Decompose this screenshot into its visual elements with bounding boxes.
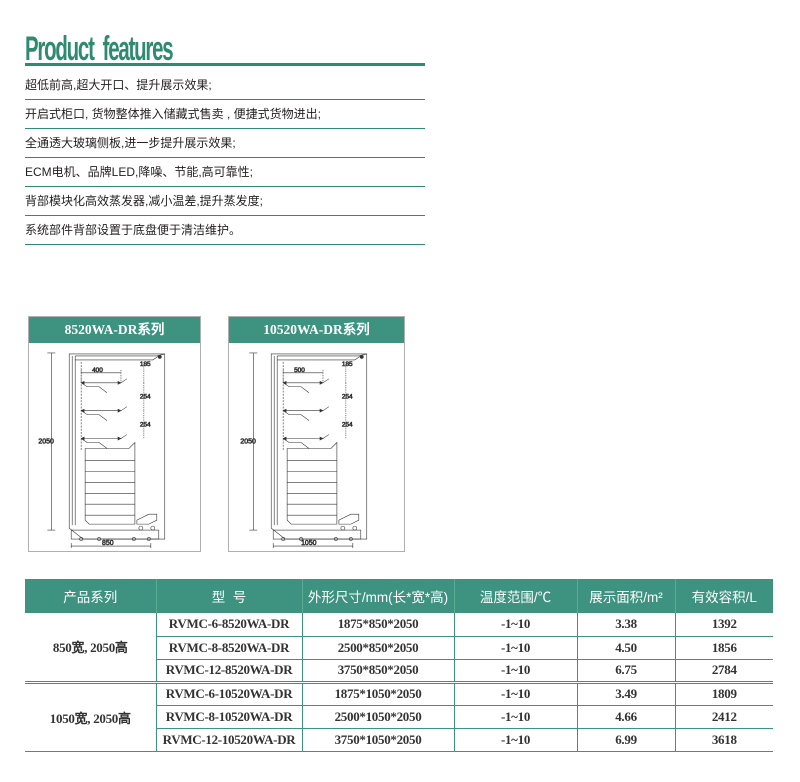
svg-text:254: 254 <box>140 394 151 401</box>
svg-text:254: 254 <box>342 394 353 401</box>
svg-text:2050: 2050 <box>240 439 256 446</box>
svg-text:2050: 2050 <box>38 439 54 446</box>
svg-text:500: 500 <box>294 367 305 374</box>
svg-text:254: 254 <box>140 422 151 429</box>
svg-text:850: 850 <box>102 540 114 547</box>
svg-text:400: 400 <box>92 367 103 374</box>
svg-text:254: 254 <box>342 422 353 429</box>
svg-text:1050: 1050 <box>301 540 317 547</box>
svg-text:185: 185 <box>140 361 151 368</box>
svg-text:185: 185 <box>342 361 353 368</box>
